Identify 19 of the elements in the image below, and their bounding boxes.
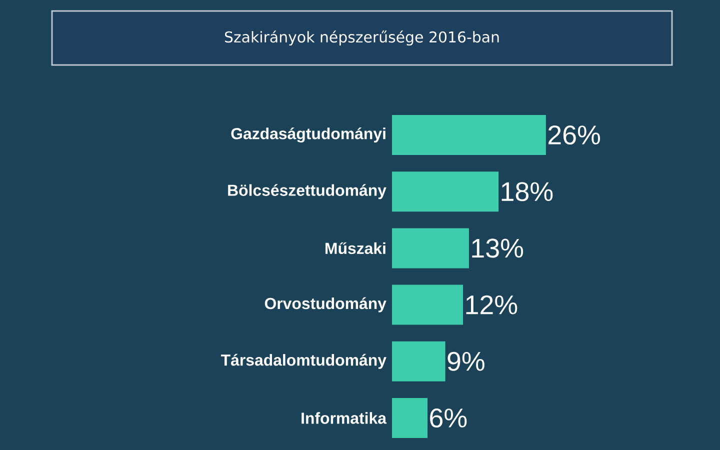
y-tick-label: Gazdaságtudományi xyxy=(231,127,386,143)
data-label: 12% xyxy=(466,295,518,314)
y-tick-label: Informatika xyxy=(302,412,387,424)
chart-title: Szakirányok népszerűsége 2016-ban xyxy=(224,30,499,46)
bar xyxy=(392,115,546,155)
y-tick-label: Bölcsészettudomány xyxy=(228,184,386,200)
bar xyxy=(392,228,469,268)
bar xyxy=(392,341,446,382)
bar xyxy=(392,284,464,325)
data-label: 6% xyxy=(430,408,467,428)
y-tick-label: Orvostudomány xyxy=(264,297,386,312)
data-label: 18% xyxy=(502,182,553,202)
data-label: 26% xyxy=(548,125,600,145)
y-tick-label: Műszaki xyxy=(326,242,386,254)
bar xyxy=(392,172,499,212)
data-label: 13% xyxy=(472,238,524,258)
bar xyxy=(392,398,428,438)
data-label: 9% xyxy=(448,352,484,371)
y-tick-label: Társadalomtudomány xyxy=(221,354,386,369)
